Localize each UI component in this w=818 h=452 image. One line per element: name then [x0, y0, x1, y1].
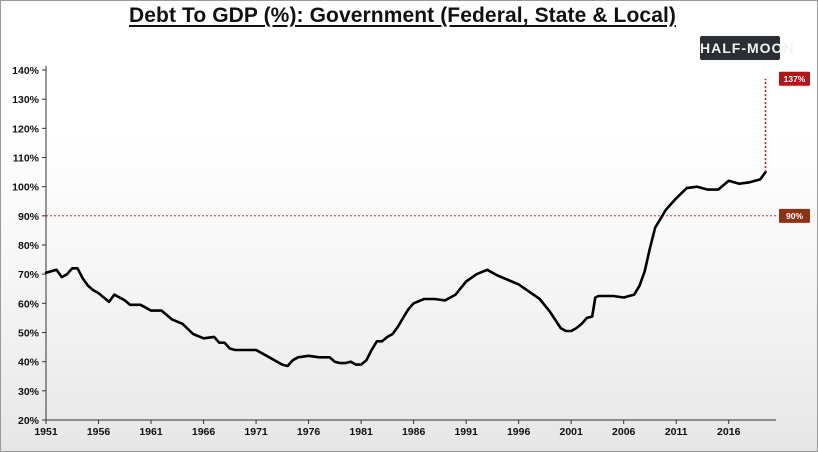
- y-tick-label: 90%: [18, 211, 40, 223]
- x-tick-label: 1951: [34, 426, 58, 438]
- series-group: [44, 78, 767, 368]
- y-tick-label: 120%: [12, 123, 40, 135]
- axes: [45, 66, 776, 421]
- x-tick-label: 2016: [717, 426, 741, 438]
- y-tick-label: 40%: [18, 357, 40, 369]
- x-tick-label: 1996: [507, 426, 531, 438]
- y-tick-label: 140%: [12, 65, 40, 77]
- tag-137: 137%: [779, 71, 810, 86]
- chart-title: Debt To GDP (%): Government (Federal, St…: [129, 4, 676, 27]
- series-line: [44, 170, 767, 368]
- x-tick-label: 1986: [402, 426, 426, 438]
- x-tick-label: 2006: [612, 426, 636, 438]
- x-tick-label: 1961: [139, 426, 163, 438]
- y-tick-label: 70%: [18, 269, 40, 281]
- y-tick-label: 60%: [18, 298, 40, 310]
- y-tick-label: 80%: [18, 240, 40, 252]
- x-tick-label: 1991: [454, 426, 478, 438]
- x-axis-ticks: 1951 1956 1961 1966 1971 1976 1981 1986 1991 1996…: [34, 420, 741, 438]
- y-tick-label: 110%: [13, 153, 40, 165]
- x-tick-label: 2011: [665, 426, 688, 438]
- y-tick-label: 20%: [18, 415, 40, 427]
- tag-90: 90%: [779, 208, 810, 223]
- x-tick-label: 2001: [560, 426, 584, 438]
- y-axis-ticks: 20% 30% 40% 50% 60% 70% 80% 90% 100% 110% 120% 130%…: [12, 65, 46, 427]
- x-tick-label: 1981: [349, 426, 373, 438]
- y-tick-label: 130%: [12, 94, 40, 106]
- half-moon-logo: HALF-MOON: [700, 36, 794, 60]
- y-tick-label: 30%: [18, 386, 40, 398]
- x-tick-label: 1976: [297, 426, 321, 438]
- tag-137-box: [779, 71, 810, 86]
- x-tick-label: 1966: [192, 426, 216, 438]
- tag-137-label: 137%: [784, 74, 806, 84]
- tag-90-box: [779, 208, 810, 223]
- value-tags: 137% 90%: [779, 71, 810, 223]
- y-tick-label: 50%: [18, 328, 40, 340]
- tag-90-label: 90%: [786, 211, 803, 221]
- x-tick-label: 1971: [244, 426, 268, 438]
- y-tick-label: 100%: [12, 182, 40, 194]
- x-tick-label: 1956: [87, 426, 111, 438]
